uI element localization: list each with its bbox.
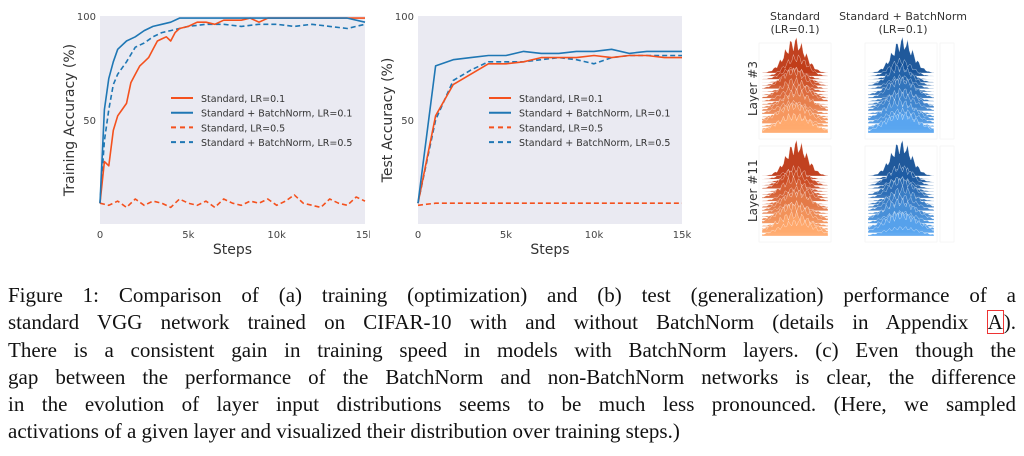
legend-entry: Standard, LR=0.1	[201, 94, 285, 105]
caption-line: gap between the performance of the Batch…	[8, 364, 1016, 389]
legend-entry: Standard + BatchNorm, LR=0.5	[519, 138, 670, 149]
column-label-standard: Standard (LR=0.1)	[752, 10, 838, 36]
ridgeplot-colorbar	[939, 145, 955, 243]
ridge-density	[867, 193, 935, 211]
x-tick-label: 0	[97, 230, 103, 241]
series-line	[417, 202, 682, 207]
appendix-link[interactable]: A	[986, 310, 1004, 335]
plot-area	[418, 16, 682, 224]
x-tick-label: 5k	[182, 230, 194, 241]
ridge-density	[761, 203, 829, 224]
ridge-density	[867, 98, 935, 121]
ridge-density	[867, 139, 935, 177]
ridge-density	[761, 113, 829, 134]
caption-line: There is a consistent gain in training s…	[8, 337, 1016, 362]
caption-line: in the evolution of layer input distribu…	[8, 392, 1016, 417]
test-accuracy-chart: 50 100 0 5k 10k 15k Steps Test Accuracy (%) Stan…	[380, 12, 692, 258]
ridge-density	[867, 111, 935, 134]
caption-line: Figure 1: Comparison of (a) training (op…	[8, 283, 1016, 307]
x-tick-label: 0	[415, 230, 421, 241]
y-axis-label: Test Accuracy (%)	[380, 58, 396, 184]
x-tick-label: 15k	[356, 230, 370, 241]
ridge-density	[867, 76, 935, 99]
x-tick-label: 10k	[585, 230, 604, 241]
column-label-line: Standard + BatchNorm	[839, 10, 967, 23]
legend-entry: Standard + BatchNorm, LR=0.1	[519, 109, 670, 120]
ridge-density	[761, 189, 829, 211]
ridge-density	[761, 219, 829, 237]
ridge-density	[867, 63, 935, 86]
ridge-density	[761, 175, 829, 199]
ridge-density	[761, 83, 829, 102]
figure-caption: Figure 1: Comparison of (a) training (op…	[8, 282, 1016, 446]
y-axis-label: Training Accuracy (%)	[62, 44, 78, 197]
y-tick-label: 50	[83, 116, 96, 127]
ridgeplot-colorbar	[939, 42, 955, 140]
caption-line: standard VGG network trained on CIFAR-10…	[8, 309, 1016, 336]
ridge-density	[761, 139, 829, 177]
ridge-density	[761, 87, 829, 112]
ridge-density	[761, 36, 829, 74]
x-tick-label: 10k	[267, 230, 286, 241]
legend-entry: Standard + BatchNorm, LR=0.5	[201, 138, 352, 149]
column-label-line: Standard	[769, 10, 821, 23]
ridge-density	[867, 226, 935, 237]
ridge-density	[867, 197, 935, 221]
ridge-density	[761, 101, 829, 124]
ridge-density	[867, 177, 935, 199]
ridge-density	[761, 54, 829, 77]
ridge-density	[761, 67, 829, 89]
caption-text: ).	[1003, 310, 1016, 335]
y-tick-label: 100	[395, 12, 414, 23]
x-axis-label: Steps	[530, 242, 569, 258]
ridge-density	[867, 36, 935, 74]
legend-entry: Standard, LR=0.5	[201, 123, 285, 134]
column-label-line: (LR=0.1)	[770, 23, 820, 36]
column-label-line: (LR=0.1)	[878, 23, 928, 36]
ridge-density	[867, 162, 935, 186]
legend-entry: Standard, LR=0.1	[519, 94, 603, 105]
ridge-density	[761, 170, 829, 189]
series-line	[99, 17, 366, 204]
y-tick-label: 50	[401, 116, 414, 127]
series-line	[99, 194, 366, 209]
legend-entry: Standard, LR=0.5	[519, 123, 603, 134]
ridge-density	[867, 211, 935, 233]
legend-entry: Standard + BatchNorm, LR=0.1	[201, 109, 352, 120]
series-line	[417, 54, 682, 204]
caption-text: standard VGG network trained on CIFAR-10…	[8, 310, 969, 335]
series-line	[417, 54, 682, 204]
x-tick-label: 15k	[673, 230, 692, 241]
column-label-batchnorm: Standard + BatchNorm (LR=0.1)	[836, 10, 970, 36]
x-axis-label: Steps	[213, 242, 252, 258]
series-line	[417, 48, 682, 204]
training-accuracy-chart: 50 100 0 5k 10k 15k Steps Training Accuracy (%)…	[62, 12, 370, 258]
plot-area	[100, 16, 365, 224]
y-tick-label: 100	[77, 12, 96, 23]
caption-line: activations of a given layer and visuali…	[8, 419, 680, 444]
distribution-ridgeplots	[758, 36, 955, 243]
x-tick-label: 5k	[500, 230, 512, 241]
